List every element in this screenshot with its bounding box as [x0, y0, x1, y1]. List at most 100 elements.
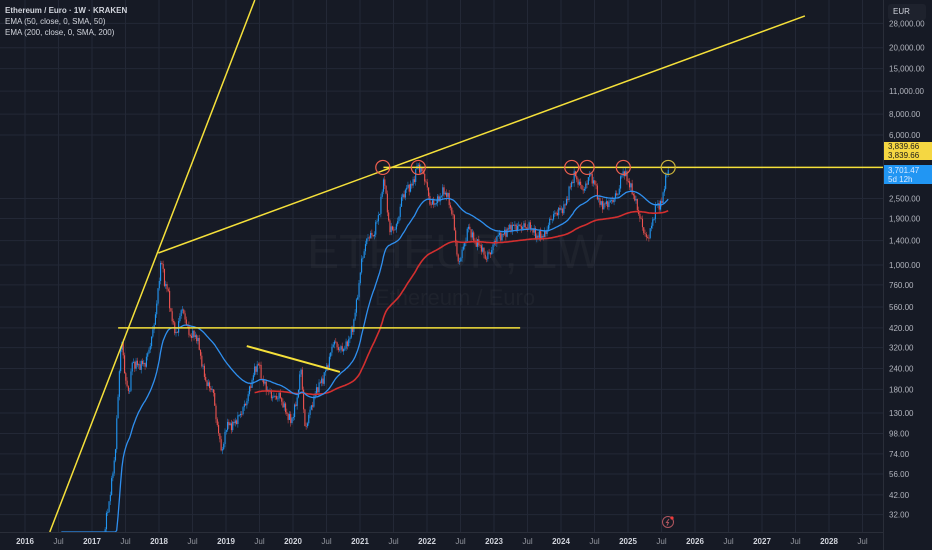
touch-circle[interactable]	[579, 159, 595, 176]
time-tick-label: 2016	[16, 537, 34, 546]
symbol-title[interactable]: Ethereum / Euro · 1W · KRAKEN	[5, 6, 128, 15]
candle	[252, 375, 254, 380]
candle	[163, 268, 166, 286]
touch-circle[interactable]	[615, 159, 631, 176]
candle	[630, 183, 632, 188]
candle	[301, 369, 303, 390]
candle	[612, 199, 614, 203]
candle	[488, 252, 490, 254]
candle	[555, 212, 557, 214]
time-tick-label: 2018	[150, 537, 168, 546]
candle	[591, 173, 593, 184]
candle	[662, 192, 664, 203]
price-tick-label: 15,000.00	[889, 65, 925, 74]
currency-button[interactable]: EUR	[888, 4, 926, 20]
candle	[148, 349, 150, 354]
candle	[319, 382, 321, 384]
candle	[104, 529, 106, 532]
candle	[456, 242, 458, 255]
candle	[556, 212, 558, 216]
candle	[303, 389, 305, 410]
candle	[640, 218, 642, 220]
trendline-short-downtrend[interactable]	[246, 345, 341, 373]
candle	[505, 229, 507, 237]
touch-circle[interactable]	[564, 159, 580, 176]
price-tick-label: 1,400.00	[889, 237, 921, 246]
candle	[632, 194, 635, 196]
candle	[348, 339, 350, 347]
time-tick-label: Jul	[53, 537, 63, 546]
ema-50-legend[interactable]: EMA (50, close, 0, SMA, 50)	[5, 17, 106, 26]
time-axis[interactable]: 2016 Jul 2017 Jul 2018 Jul 2019 Jul 2020 Jul 2021 J…	[16, 537, 868, 546]
candle	[506, 228, 508, 237]
candle	[500, 232, 502, 241]
candle	[605, 201, 607, 204]
candle	[156, 303, 158, 315]
candle	[447, 193, 449, 197]
candle	[546, 229, 548, 234]
last-price: 3,701.47	[888, 166, 920, 175]
candle	[658, 203, 660, 210]
candle	[413, 179, 415, 182]
candle	[652, 219, 654, 226]
time-tick-label: 2026	[686, 537, 704, 546]
candle	[321, 378, 323, 383]
candle	[613, 198, 615, 203]
candle	[281, 397, 283, 402]
touch-circle[interactable]	[660, 159, 676, 176]
candle	[534, 228, 537, 239]
price-tick-label: 6,000.00	[889, 131, 921, 140]
trendline-long-resistance[interactable]	[158, 15, 806, 254]
touch-circle[interactable]	[410, 159, 426, 176]
candle	[621, 175, 623, 177]
candle	[553, 214, 555, 220]
candle	[131, 362, 133, 372]
time-tick-label: Jul	[790, 537, 800, 546]
candle	[336, 342, 338, 348]
candle	[491, 250, 493, 255]
candle	[111, 478, 113, 495]
candle	[278, 392, 280, 399]
candle	[201, 355, 203, 367]
candle	[467, 226, 470, 229]
candle	[190, 335, 193, 338]
last-price-label: 3,701.47 5d 12h	[884, 165, 932, 184]
candle	[126, 380, 128, 387]
price-tick-label: 130.00	[889, 409, 914, 418]
ema-200-legend[interactable]: EMA (200, close, 0, SMA, 200)	[5, 28, 115, 37]
candle	[560, 208, 562, 210]
drawings[interactable]	[49, 0, 932, 532]
candle	[185, 319, 187, 325]
candle	[215, 405, 217, 420]
candle	[565, 199, 568, 206]
candle	[460, 258, 462, 262]
candle	[569, 186, 571, 188]
candle	[304, 409, 306, 427]
price-tick-label: 560.00	[889, 303, 914, 312]
candle	[609, 200, 611, 203]
time-tick-label: Jul	[187, 537, 197, 546]
price-axis[interactable]: 28,000.00 20,000.00 15,000.00 11,000.00 8,00…	[889, 19, 925, 519]
candle	[576, 176, 578, 180]
candle	[230, 423, 233, 431]
candle	[542, 235, 544, 237]
lightning-icon[interactable]	[662, 516, 674, 528]
candle	[421, 167, 423, 172]
candle	[390, 226, 392, 233]
candle	[145, 356, 147, 367]
candle	[550, 218, 552, 220]
candle	[644, 232, 646, 235]
candle	[453, 215, 455, 231]
candle	[451, 207, 453, 214]
candle	[420, 167, 422, 173]
candle	[469, 226, 471, 230]
candle	[444, 192, 446, 195]
touch-circle[interactable]	[375, 159, 391, 176]
candle	[571, 182, 573, 188]
price-tick-label: 56.00	[889, 470, 910, 479]
candle	[589, 174, 591, 178]
candle	[337, 347, 339, 350]
trendline-steep-support[interactable]	[49, 0, 256, 532]
candle	[332, 344, 334, 347]
